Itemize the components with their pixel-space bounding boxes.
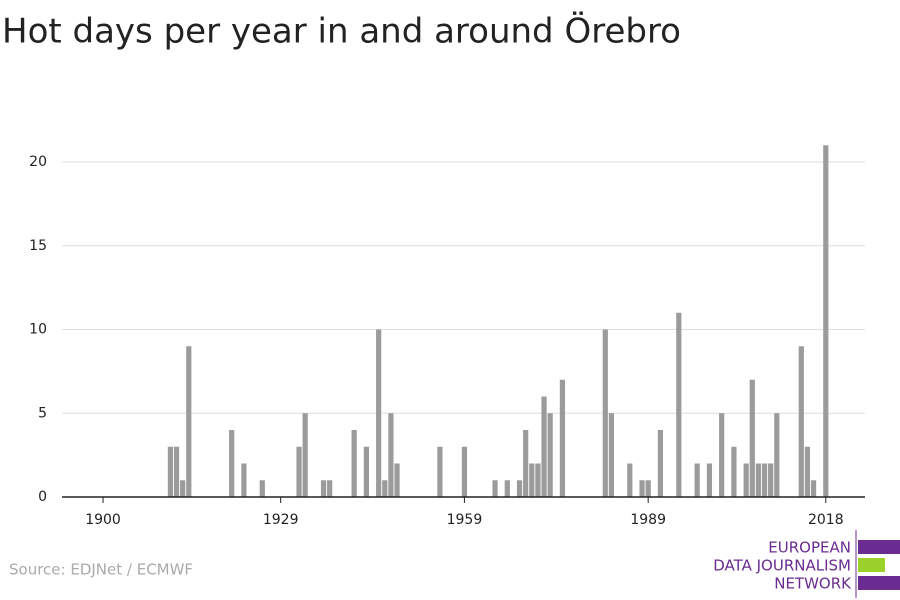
y-tick-label: 10 xyxy=(29,322,47,338)
bar xyxy=(657,430,664,497)
bar xyxy=(529,463,535,497)
bar xyxy=(810,480,817,497)
bar xyxy=(388,413,394,497)
bar xyxy=(749,379,755,497)
logo-bar xyxy=(858,558,885,572)
bar xyxy=(798,346,804,497)
logo-text: DATA JOURNALISM xyxy=(713,557,851,575)
bar xyxy=(382,480,388,497)
logo-text: EUROPEAN xyxy=(768,539,851,557)
logo-bar xyxy=(858,540,900,554)
bar xyxy=(547,413,553,497)
bar xyxy=(608,413,615,497)
bar xyxy=(706,463,713,497)
bar xyxy=(461,446,468,497)
bar xyxy=(320,480,327,497)
bar xyxy=(376,329,382,497)
bar xyxy=(804,446,811,497)
bar xyxy=(492,480,498,497)
bar xyxy=(180,480,186,497)
x-tick-label: 1959 xyxy=(447,512,483,528)
bar xyxy=(755,463,762,497)
y-tick-label: 5 xyxy=(38,405,47,421)
bar xyxy=(167,446,174,497)
bar xyxy=(229,430,235,497)
bar xyxy=(241,463,247,497)
bar xyxy=(676,312,682,497)
x-tick-label: 1900 xyxy=(85,512,121,528)
bar xyxy=(504,480,510,497)
bar xyxy=(523,430,529,497)
logo: EUROPEAN DATA JOURNALISM NETWORK xyxy=(713,530,900,598)
source: Source: EDJNet / ECMWF xyxy=(9,561,193,579)
bar xyxy=(639,480,645,497)
bar xyxy=(602,329,608,497)
bar xyxy=(327,480,333,497)
bar xyxy=(761,463,768,497)
logo-bar xyxy=(858,576,900,590)
bar xyxy=(541,396,547,497)
bar xyxy=(302,413,308,497)
y-tick-label: 0 xyxy=(38,489,47,505)
bar xyxy=(535,463,541,497)
bar xyxy=(394,463,400,497)
x-tick-label: 2018 xyxy=(808,512,844,528)
bar xyxy=(731,446,737,497)
bar xyxy=(743,463,749,497)
bar xyxy=(774,413,780,497)
bar xyxy=(627,463,633,497)
x-tick-label: 1929 xyxy=(263,512,299,528)
bar xyxy=(719,413,725,497)
logo-text: NETWORK xyxy=(774,575,852,593)
chart-title: Hot days per year in and around Örebro xyxy=(2,11,681,52)
bar xyxy=(768,463,774,497)
bar xyxy=(437,446,443,497)
bar xyxy=(259,480,265,497)
bar xyxy=(173,446,180,497)
bar xyxy=(645,480,651,497)
bar xyxy=(516,480,523,497)
x-tick-label: 1989 xyxy=(630,512,666,528)
bar xyxy=(296,446,302,497)
bar xyxy=(694,463,700,497)
bar xyxy=(186,346,192,497)
bar xyxy=(823,145,829,497)
bar xyxy=(363,446,370,497)
bar xyxy=(559,379,566,497)
y-tick-label: 15 xyxy=(29,238,47,254)
bar xyxy=(351,430,357,497)
y-tick-label: 20 xyxy=(29,154,47,170)
